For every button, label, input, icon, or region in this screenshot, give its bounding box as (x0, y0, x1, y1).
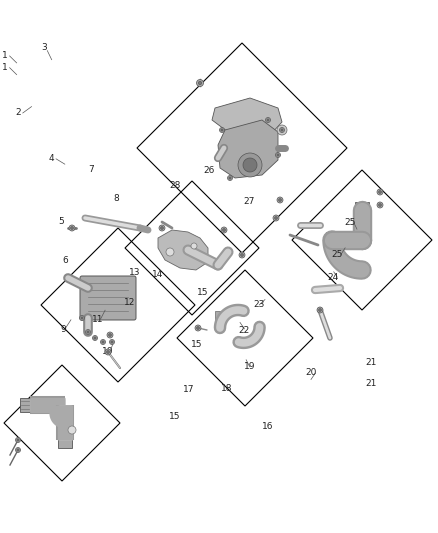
Circle shape (267, 119, 269, 121)
Text: 15: 15 (191, 341, 202, 349)
Circle shape (319, 309, 321, 311)
Text: 1: 1 (2, 63, 8, 72)
Circle shape (69, 225, 75, 231)
Circle shape (273, 215, 279, 221)
Text: 5: 5 (58, 217, 64, 225)
Text: 2: 2 (16, 109, 21, 117)
Polygon shape (212, 98, 282, 138)
Circle shape (240, 254, 244, 256)
Circle shape (317, 307, 323, 313)
Circle shape (243, 158, 257, 172)
Circle shape (111, 341, 113, 343)
Circle shape (277, 197, 283, 203)
Text: 27: 27 (243, 197, 254, 206)
Circle shape (198, 82, 201, 85)
Text: 10: 10 (102, 348, 113, 356)
Circle shape (195, 325, 201, 331)
Text: 21: 21 (366, 379, 377, 388)
Circle shape (238, 153, 262, 177)
Circle shape (229, 177, 231, 179)
Circle shape (377, 189, 383, 195)
Circle shape (15, 448, 21, 453)
Circle shape (265, 117, 271, 123)
Text: 11: 11 (92, 316, 103, 324)
Circle shape (227, 175, 233, 181)
Circle shape (378, 191, 381, 193)
Circle shape (85, 329, 91, 335)
Text: 15: 15 (169, 413, 180, 421)
Text: 18: 18 (221, 384, 233, 392)
Circle shape (87, 331, 89, 333)
Text: 26: 26 (204, 166, 215, 175)
Circle shape (106, 351, 110, 353)
Circle shape (191, 243, 197, 249)
Text: 4: 4 (49, 155, 54, 163)
Bar (20, 398, 32, 412)
Text: 25: 25 (332, 251, 343, 259)
Circle shape (100, 340, 106, 344)
Circle shape (197, 79, 204, 86)
Text: 17: 17 (183, 385, 194, 393)
Text: 21: 21 (366, 358, 377, 367)
Circle shape (281, 129, 283, 131)
Circle shape (275, 216, 277, 220)
Circle shape (94, 337, 96, 339)
Circle shape (17, 439, 19, 441)
Bar (215, 311, 222, 321)
Circle shape (17, 449, 19, 451)
Circle shape (197, 327, 199, 329)
FancyBboxPatch shape (80, 276, 136, 320)
Circle shape (109, 334, 111, 336)
Text: 12: 12 (124, 298, 135, 307)
Circle shape (279, 127, 285, 133)
Circle shape (223, 229, 225, 231)
Circle shape (277, 125, 287, 135)
Circle shape (377, 202, 383, 208)
Circle shape (107, 332, 113, 338)
Circle shape (15, 438, 21, 442)
Circle shape (159, 225, 165, 231)
Text: 28: 28 (170, 181, 181, 190)
Circle shape (81, 317, 83, 319)
Text: 9: 9 (60, 325, 67, 334)
Circle shape (80, 316, 85, 320)
Circle shape (92, 335, 98, 341)
Circle shape (221, 129, 223, 131)
Circle shape (68, 426, 76, 434)
Text: 1: 1 (2, 52, 8, 60)
Text: 23: 23 (254, 301, 265, 309)
Circle shape (239, 252, 245, 258)
Circle shape (71, 227, 73, 229)
Polygon shape (218, 120, 278, 178)
Circle shape (219, 127, 225, 133)
Circle shape (378, 204, 381, 206)
Text: 14: 14 (152, 270, 163, 279)
Text: 22: 22 (239, 326, 250, 335)
Circle shape (277, 154, 279, 156)
Text: 19: 19 (244, 362, 255, 371)
Circle shape (221, 227, 227, 233)
Circle shape (166, 248, 174, 256)
Circle shape (102, 341, 104, 343)
Text: 25: 25 (345, 219, 356, 227)
Text: 8: 8 (113, 194, 119, 203)
Text: 16: 16 (262, 422, 274, 431)
Bar (326, 232, 334, 248)
Text: 3: 3 (41, 44, 47, 52)
Text: 13: 13 (129, 269, 141, 277)
Text: 20: 20 (305, 368, 317, 376)
Text: 15: 15 (197, 288, 208, 296)
Bar (58, 438, 72, 448)
Circle shape (279, 199, 281, 201)
Circle shape (110, 340, 114, 344)
Polygon shape (158, 230, 208, 270)
Bar (355, 202, 369, 212)
Circle shape (105, 349, 111, 355)
Circle shape (276, 152, 280, 157)
Circle shape (161, 227, 163, 229)
Text: 6: 6 (62, 256, 68, 264)
Text: 24: 24 (327, 273, 339, 281)
Text: 7: 7 (88, 165, 94, 174)
